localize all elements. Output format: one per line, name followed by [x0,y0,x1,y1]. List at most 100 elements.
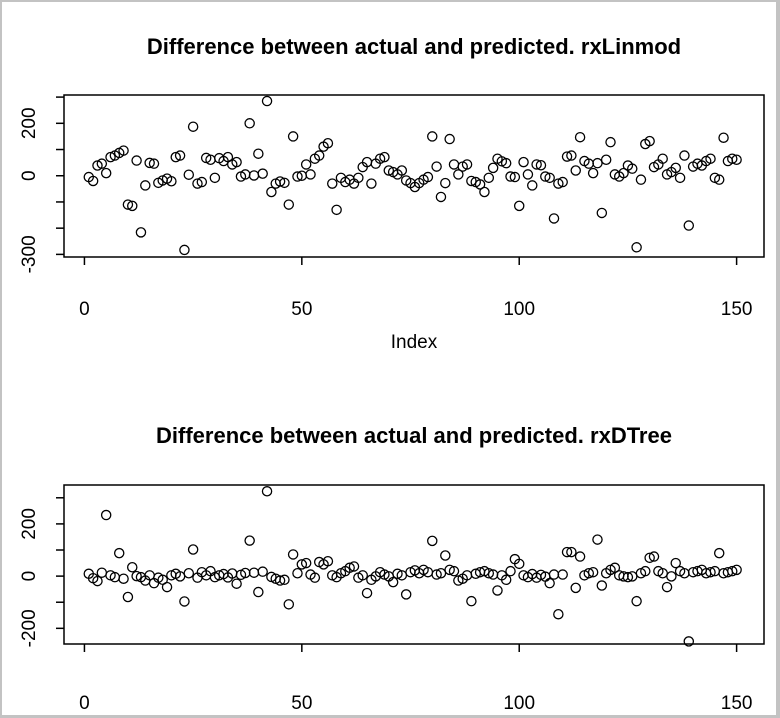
data-point [122,591,134,603]
data-point [727,565,738,577]
data-point [348,561,360,572]
data-point [296,559,308,570]
data-point [618,167,629,179]
data-point [587,566,599,578]
data-point [427,131,438,142]
data-point [705,153,716,164]
data-point [548,569,560,580]
data-point [540,171,551,182]
data-point [570,582,581,594]
data-point [140,180,151,191]
data-point [127,561,138,573]
data-point [666,571,677,582]
data-point [100,167,112,179]
data-point [361,587,373,599]
data-point [522,169,534,180]
data-point [179,244,190,256]
data-point [231,578,242,589]
data-point [561,151,573,162]
data-point [357,570,368,581]
x-axis-title-index: Index [391,332,438,353]
data-point [566,150,577,161]
data-point [640,565,651,577]
data-point [187,121,199,132]
y-tick-label: -300 [19,235,40,273]
data-point [248,170,260,181]
data-point [644,552,655,564]
data-point [144,157,155,169]
y-tick-label: 0 [19,571,40,582]
data-point [731,564,742,576]
data-point [448,159,460,170]
data-point [383,165,395,176]
plot-title-rxlinmod: Difference between actual and predicted.… [147,34,681,59]
data-point [600,154,612,165]
data-point [513,558,525,570]
data-point [479,186,490,198]
data-point [244,535,255,546]
data-point [261,486,273,497]
data-point [466,595,477,607]
data-point [96,567,108,578]
y-tick-label: 200 [19,107,40,139]
data-point [322,137,334,149]
data-point [731,154,742,165]
data-point [592,157,603,169]
data-point [309,572,321,583]
data-point [487,162,499,174]
plot-box [63,484,765,645]
data-point [300,159,312,170]
data-point [183,169,195,180]
data-point [166,175,177,187]
data-point [257,566,268,577]
data-point [718,132,729,143]
y-tick-label: 200 [19,508,40,540]
x-tick-label: 50 [291,299,312,320]
data-point [474,179,486,190]
data-point [513,200,525,212]
data-point [631,242,642,253]
data-point [179,596,190,607]
data-point [535,160,547,171]
data-point [344,562,355,574]
data-point [422,171,434,183]
data-point [674,172,686,184]
x-tick-label: 100 [503,693,535,714]
x-tick-label: 150 [721,693,753,714]
data-point [118,145,129,156]
data-point [244,118,255,129]
data-point [287,549,299,560]
data-point [292,567,303,579]
data-point [353,172,364,184]
data-point [557,569,568,580]
data-point [92,575,103,587]
data-point [713,174,725,185]
data-point [544,172,555,184]
data-point [587,167,599,179]
data-point [574,551,586,562]
data-point [279,177,290,189]
x-tick-label: 50 [291,693,312,714]
data-point [553,178,564,189]
data-point [500,574,512,586]
data-point [483,172,495,184]
data-point [274,176,286,187]
data-point [500,157,512,169]
data-point [113,547,125,559]
x-tick-label: 0 [79,299,90,320]
data-point [679,150,690,161]
data-point [596,580,608,591]
data-point [322,555,334,567]
data-point [644,135,655,147]
plot-rxdtree: 0 50 100 150 200 0 -200 [19,484,765,714]
data-point [209,172,221,184]
data-point [631,595,642,607]
data-point [627,163,638,174]
data-point [727,153,738,164]
data-point [466,175,477,187]
data-point [444,564,455,576]
data-point [657,153,668,164]
data-point [313,150,325,161]
data-point [566,546,577,558]
